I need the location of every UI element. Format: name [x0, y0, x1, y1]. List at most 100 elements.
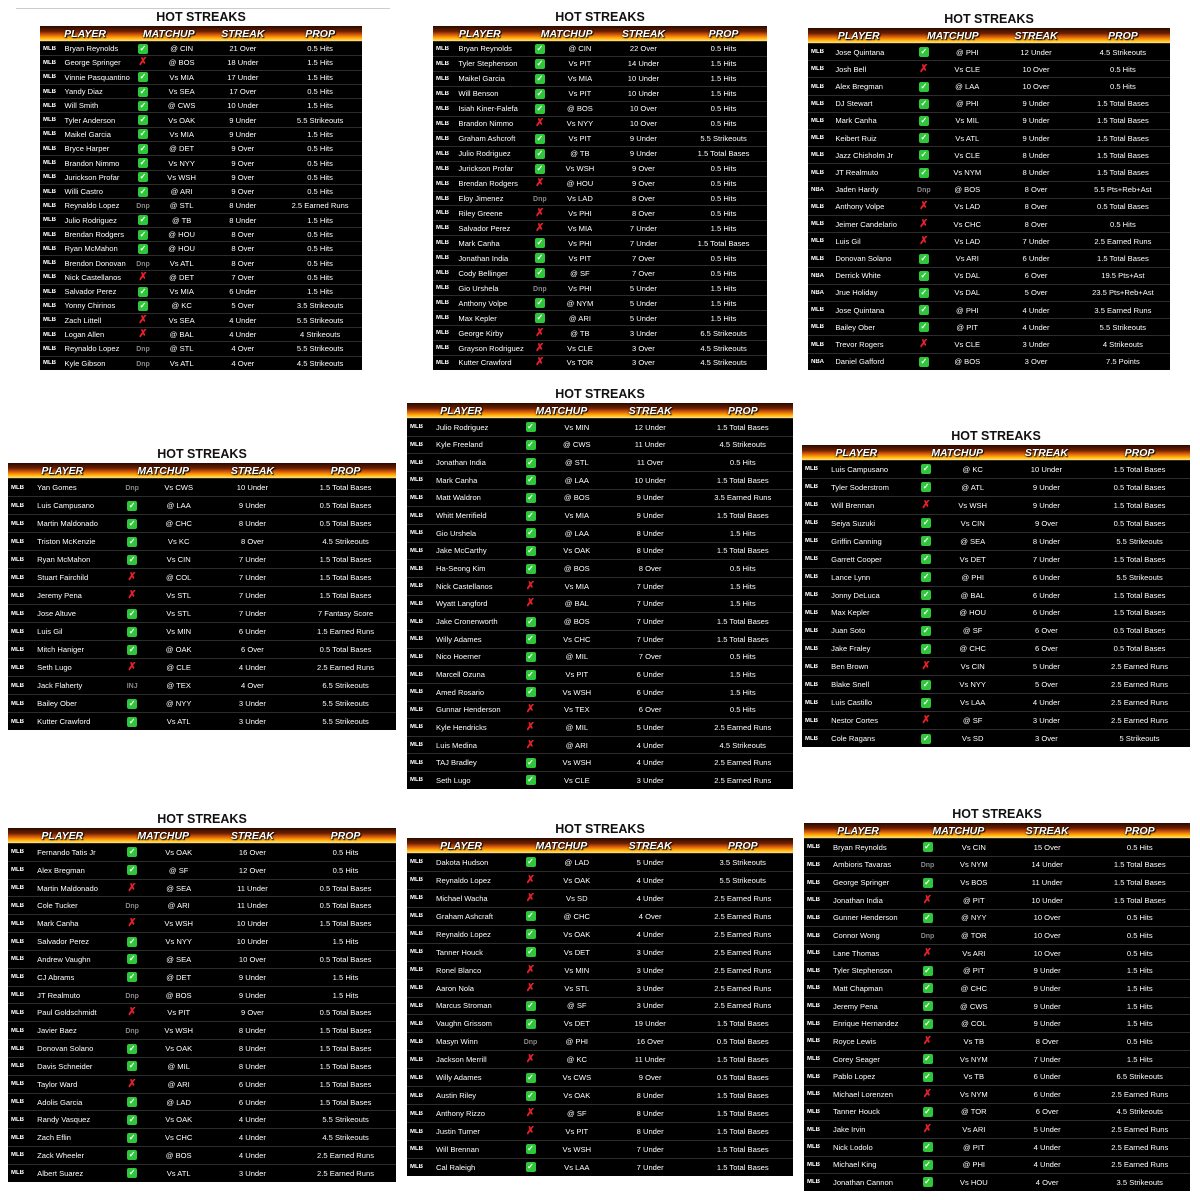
prop-cell: 0.5 Hits	[307, 172, 333, 182]
streak-cell: 9 Over	[638, 1073, 662, 1083]
prop-cell: 1.5 Total Bases	[716, 475, 769, 485]
league-label: MLB	[436, 120, 449, 127]
prop-cell: 1.5 Hits	[710, 223, 737, 233]
column-header-matchup: MATCHUP	[535, 839, 588, 852]
matchup-cell: @ BOS	[954, 185, 981, 195]
table-row: MLB Tyler Soderstrom ✓ @ ATL 9 Under 0.5 Tota…	[802, 477, 1190, 496]
streak-cell: 7 Under	[238, 573, 266, 582]
table-header: PLAYER MATCHUP STREAK PROP	[8, 463, 396, 478]
player-name: Tanner Houck	[833, 1107, 880, 1117]
player-name: Jake McCarthy	[436, 546, 487, 556]
prop-cell: 1.5 Hits	[307, 287, 333, 297]
league-label: MLB	[410, 512, 423, 519]
x-icon: ✗	[127, 590, 137, 601]
league-label: MLB	[811, 152, 824, 159]
x-icon: ✗	[525, 892, 536, 904]
check-icon: ✓	[525, 1162, 536, 1173]
player-name: Martin Maldonado	[37, 519, 98, 528]
status-cell: ✗	[515, 1126, 546, 1137]
matchup-cell: @ LAA	[564, 528, 589, 538]
table-row: MLB Maikel Garcia ✓ Vs MIA 9 Under 1.5 Hits	[40, 126, 362, 141]
matchup-cell: Vs CIN	[961, 842, 986, 852]
prop-cell: 2.5 Earned Runs	[714, 965, 772, 975]
matchup-cell: Vs NYY	[165, 937, 192, 947]
table-row: MLB Jake Fraley ✓ @ CHC 6 Over 0.5 Total Base…	[802, 639, 1190, 657]
league-label: MLB	[410, 1056, 423, 1063]
hot-streaks-panel: HOT STREAKS PLAYER MATCHUP STREAK PROP MLB Lui…	[802, 427, 1190, 747]
prop-cell: 1.5 Total Bases	[716, 1109, 769, 1119]
table-row: MLB TAJ Bradley ✓ Vs WSH 4 Under 2.5 Earned R…	[407, 753, 793, 771]
streak-cell: 10 Under	[227, 101, 259, 111]
check-icon: ✓	[918, 322, 929, 333]
status-cell: ✓	[515, 563, 546, 574]
table-row: MLB Albert Suarez ✓ Vs ATL 3 Under 2.5 Earned…	[8, 1163, 396, 1182]
x-icon: ✗	[138, 57, 148, 69]
league-label: MLB	[11, 520, 24, 527]
matchup-cell: @ SF	[962, 626, 983, 636]
streak-cell: 4 Under	[1022, 322, 1050, 332]
matchup-cell: Vs PIT	[565, 670, 589, 680]
matchup-cell: @ PIT	[956, 322, 979, 332]
x-icon: ✗	[525, 598, 536, 610]
player-name: Julio Rodriguez	[64, 215, 117, 225]
player-name: Yonny Chirinos	[64, 301, 116, 311]
prop-cell: 2.5 Earned Runs	[714, 911, 772, 921]
player-name: Will Smith	[64, 101, 99, 111]
player-name: Jack Flaherty	[37, 681, 83, 690]
prop-cell: 1.5 Hits	[710, 298, 737, 308]
league-label: MLB	[811, 307, 824, 314]
matchup-cell: @ SEA	[166, 883, 192, 893]
status-cell: ✓	[909, 98, 938, 109]
streak-cell: 4 Under	[636, 740, 664, 750]
status-cell: ✓	[117, 936, 148, 947]
x-icon: ✗	[922, 947, 933, 959]
player-name: Mark Canha	[835, 116, 877, 126]
table-row: MLB Willi Castro ✓ @ ARI 9 Over 0.5 Hits	[40, 183, 362, 198]
streaks-table: PLAYER MATCHUP STREAK PROP MLB Yan Gomes Dnp Vs…	[8, 463, 396, 730]
prop-cell: 1.5 Hits	[307, 215, 333, 225]
league-label: MLB	[805, 502, 818, 509]
status-cell: ✓	[117, 847, 148, 858]
check-icon: ✓	[127, 698, 138, 709]
x-icon: ✗	[525, 721, 536, 733]
check-icon: ✓	[534, 148, 545, 159]
status-cell: ✓	[527, 58, 554, 69]
check-icon: ✓	[922, 965, 933, 976]
prop-cell: 0.5 Total Bases	[319, 954, 372, 964]
status-cell: ✓	[515, 669, 546, 680]
check-icon: ✓	[921, 643, 932, 654]
streaks-table: PLAYER MATCHUP STREAK PROP MLB Bryan Reynolds…	[40, 26, 362, 370]
table-row: MLB Michael King ✓ @ PHI 4 Under 2.5 Earned R…	[804, 1155, 1190, 1174]
matchup-cell: @ KC	[962, 464, 983, 474]
prop-cell: 1.5 Hits	[710, 283, 737, 293]
streak-cell: 11 Under	[237, 883, 268, 893]
streak-cell: 12 Over	[238, 865, 266, 875]
column-header-prop: PROP	[1124, 824, 1155, 837]
prop-cell: 0.5 Hits	[307, 258, 333, 268]
status-cell: ✓	[130, 100, 156, 111]
player-name: Jonathan India	[436, 458, 486, 468]
league-label: MLB	[805, 556, 818, 563]
player-name: Salvador Perez	[37, 937, 90, 947]
streak-cell: 9 Under	[1033, 1001, 1061, 1011]
check-icon: ✓	[525, 422, 536, 433]
player-name: Cal Raleigh	[436, 1162, 476, 1172]
player-name: Taylor Ward	[37, 1079, 78, 1089]
streak-cell: 4 Under	[229, 330, 257, 340]
table-row: MLB Anthony Volpe ✓ @ NYM 5 Under 1.5 Hits	[433, 295, 767, 310]
matchup-cell: @ PHI	[961, 572, 984, 582]
streak-cell: 9 Over	[231, 158, 255, 168]
matchup-cell: @ NYY	[961, 913, 987, 923]
streak-cell: 6 Over	[638, 705, 662, 715]
status-cell: ✓	[909, 305, 938, 316]
league-label: MLB	[807, 950, 820, 957]
x-icon: ✗	[922, 1088, 933, 1100]
player-name: Gio Urshela	[458, 283, 499, 293]
status-cell: ✓	[515, 757, 546, 768]
streak-cell: 10 Under	[236, 483, 269, 492]
player-name: Mark Canha	[37, 919, 79, 929]
status-cell: ✓	[912, 1071, 943, 1082]
table-header: PLAYER MATCHUP STREAK PROP	[407, 403, 793, 418]
column-header-matchup: MATCHUP	[137, 464, 190, 477]
panel-title: HOT STREAKS	[156, 10, 246, 24]
